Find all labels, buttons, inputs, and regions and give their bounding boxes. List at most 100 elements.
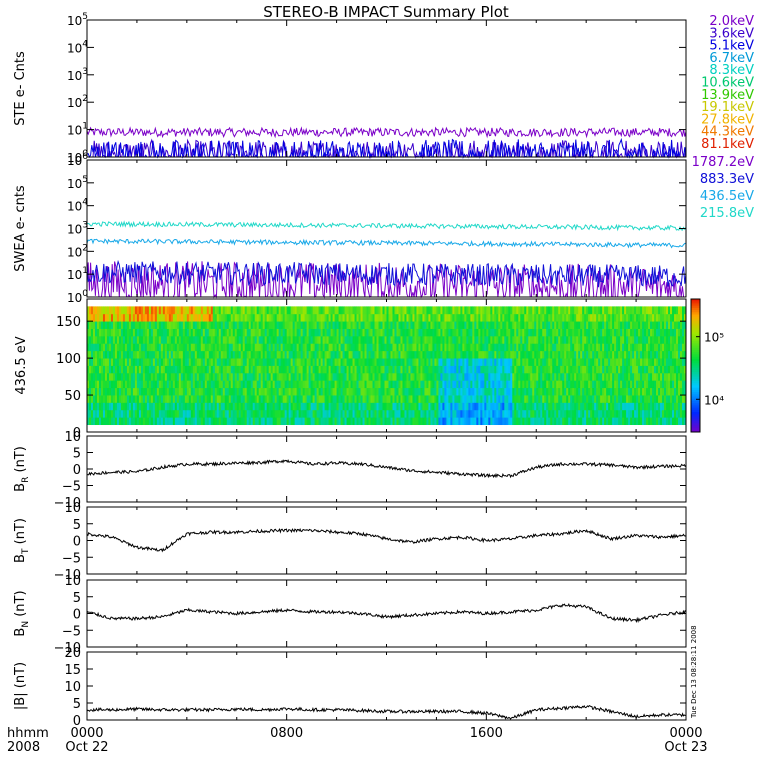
ytick-label: −5 bbox=[62, 480, 81, 495]
ytick-exponent: 3 bbox=[82, 221, 88, 231]
ytick-exponent: 2 bbox=[82, 94, 88, 104]
legend-entry: 215.8eV bbox=[700, 206, 754, 221]
ylabel-pad: 436.5 eV bbox=[14, 336, 29, 394]
date-label: Oct 23 bbox=[664, 740, 707, 755]
legend-entry: 13.9keV bbox=[701, 88, 754, 103]
series-swea-3 bbox=[86, 220, 687, 232]
ylabel-unit: (nT) bbox=[13, 518, 28, 548]
legend-entry: 44.3keV bbox=[701, 125, 754, 140]
ytick-label: −10 bbox=[54, 568, 81, 583]
panel-br: −10−5 05 10 BR (nT) bbox=[13, 430, 687, 511]
line-bmag bbox=[86, 704, 686, 720]
panel-bn: −10 −50 5 10 BN (nT) bbox=[13, 574, 687, 656]
panel-swea: 100 101 102 103 104 105 106 SWEA e- cnts 1787.2e… bbox=[13, 152, 754, 305]
line-br bbox=[86, 459, 687, 479]
ytick-label: 5 bbox=[73, 447, 81, 462]
xtick-label: 1600 bbox=[470, 726, 503, 741]
ytick-label: 20 bbox=[64, 646, 81, 661]
legend-entry: 2.0keV bbox=[709, 14, 754, 29]
ytick-label: 101 bbox=[67, 266, 88, 282]
ylabel-bn: BN (nT) bbox=[13, 590, 31, 636]
timestamp: Tue Dec 13 08:28:11 2008 bbox=[690, 625, 698, 719]
ytick-label: 106 bbox=[67, 152, 88, 168]
ylabel-unit: (nT) bbox=[13, 590, 28, 620]
panel-pad: 10⁵ 10⁴ 0 50 100 150 436.5 eV bbox=[14, 298, 724, 441]
ytick-exponent: 0 bbox=[82, 289, 88, 299]
ytick-label: −5 bbox=[62, 624, 81, 639]
series-swea-2 bbox=[86, 238, 687, 249]
ylabel-unit: (nT) bbox=[13, 662, 28, 692]
colorbar-tick-label: 10⁴ bbox=[704, 393, 724, 407]
colorbar-frame bbox=[690, 298, 701, 433]
legend-swea: 1787.2eV 883.3eV 436.5eV 215.8eV bbox=[692, 155, 754, 221]
ytick-label: 10 bbox=[64, 574, 81, 589]
ytick-exponent: 4 bbox=[82, 39, 88, 49]
ytick-exponent: 0 bbox=[82, 149, 88, 159]
frame-br bbox=[86, 435, 687, 503]
line-bt bbox=[86, 528, 687, 553]
ylabel-bmag: |B| (nT) bbox=[13, 662, 28, 710]
ylabel-text: STE e- Cnts bbox=[13, 51, 28, 126]
ytick-label: 101 bbox=[67, 122, 88, 138]
ytick-label: 150 bbox=[56, 315, 81, 330]
ylabel-text: 436.5 eV bbox=[14, 336, 29, 394]
xtick-label: 0000 bbox=[70, 726, 103, 741]
ytick-label: −10 bbox=[54, 496, 81, 511]
ytick-exponent: 5 bbox=[82, 12, 88, 22]
ytick-label: 102 bbox=[67, 243, 88, 259]
ytick-label: 0 bbox=[73, 714, 81, 729]
date-label: Oct 22 bbox=[65, 740, 108, 755]
ytick-label: 5 bbox=[73, 591, 81, 606]
ylabel-subscript: T bbox=[21, 548, 31, 555]
ytick-label: 100 bbox=[67, 289, 88, 305]
ytick-label: 105 bbox=[67, 12, 88, 28]
ytick-label: 103 bbox=[67, 221, 88, 237]
ytick-exponent: 3 bbox=[82, 67, 88, 77]
ytick-label: 15 bbox=[64, 663, 81, 678]
ylabel-text: B bbox=[13, 628, 28, 637]
legend-entry: 19.1keV bbox=[701, 100, 754, 115]
ytick-label: 10 bbox=[64, 680, 81, 695]
ytick-label: 100 bbox=[56, 352, 81, 367]
ylabel-ste: STE e- Cnts bbox=[13, 51, 28, 126]
legend-entry: 8.3keV bbox=[709, 63, 754, 78]
ytick-exponent: 2 bbox=[82, 243, 88, 253]
colorbar: 10⁵ 10⁴ bbox=[690, 298, 724, 433]
corner-label-hhmm: hhmm bbox=[7, 726, 49, 741]
legend-entry: 10.6keV bbox=[701, 76, 754, 91]
ytick-label: 103 bbox=[67, 67, 88, 83]
ytick-label: 0 bbox=[73, 535, 81, 550]
legend-ste: 2.0keV3.6keV5.1keV6.7keV8.3keV10.6keV13.… bbox=[701, 14, 754, 152]
ylabel-text: |B| bbox=[13, 692, 28, 710]
ytick-label: 0 bbox=[73, 426, 81, 441]
ylabel-br: BR (nT) bbox=[13, 446, 31, 492]
ytick-label: 104 bbox=[67, 198, 88, 214]
ytick-label: 10 bbox=[64, 430, 81, 445]
ytick-exponent: 6 bbox=[82, 152, 88, 162]
corner-label-year: 2008 bbox=[7, 740, 40, 755]
ytick-label: −10 bbox=[54, 641, 81, 656]
ytick-label: 104 bbox=[67, 39, 88, 55]
ytick-label: 50 bbox=[64, 389, 81, 404]
ytick-label: 0 bbox=[73, 463, 81, 478]
ylabel-subscript: R bbox=[21, 477, 31, 483]
ytick-label: 5 bbox=[73, 697, 81, 712]
legend-entry: 27.8keV bbox=[701, 112, 754, 127]
ytick-label: 102 bbox=[67, 94, 88, 110]
legend-entry: 81.1keV bbox=[701, 137, 754, 152]
ytick-label: 105 bbox=[67, 175, 88, 191]
ytick-label: 10 bbox=[64, 501, 81, 516]
series-ste-0 bbox=[86, 126, 687, 139]
ytick-label: −5 bbox=[62, 551, 81, 566]
xtick-label: 0000 bbox=[669, 726, 702, 741]
legend-entry: 3.6keV bbox=[709, 26, 754, 41]
series-swea-1 bbox=[86, 259, 687, 288]
ytick-label: 0 bbox=[73, 608, 81, 623]
ylabel-swea: SWEA e- cnts bbox=[13, 185, 28, 272]
ytick-exponent: 4 bbox=[82, 198, 88, 208]
ylabel-text: B bbox=[13, 554, 28, 563]
pad-heatmap bbox=[87, 306, 687, 426]
legend-entry: 1787.2eV bbox=[692, 155, 754, 170]
